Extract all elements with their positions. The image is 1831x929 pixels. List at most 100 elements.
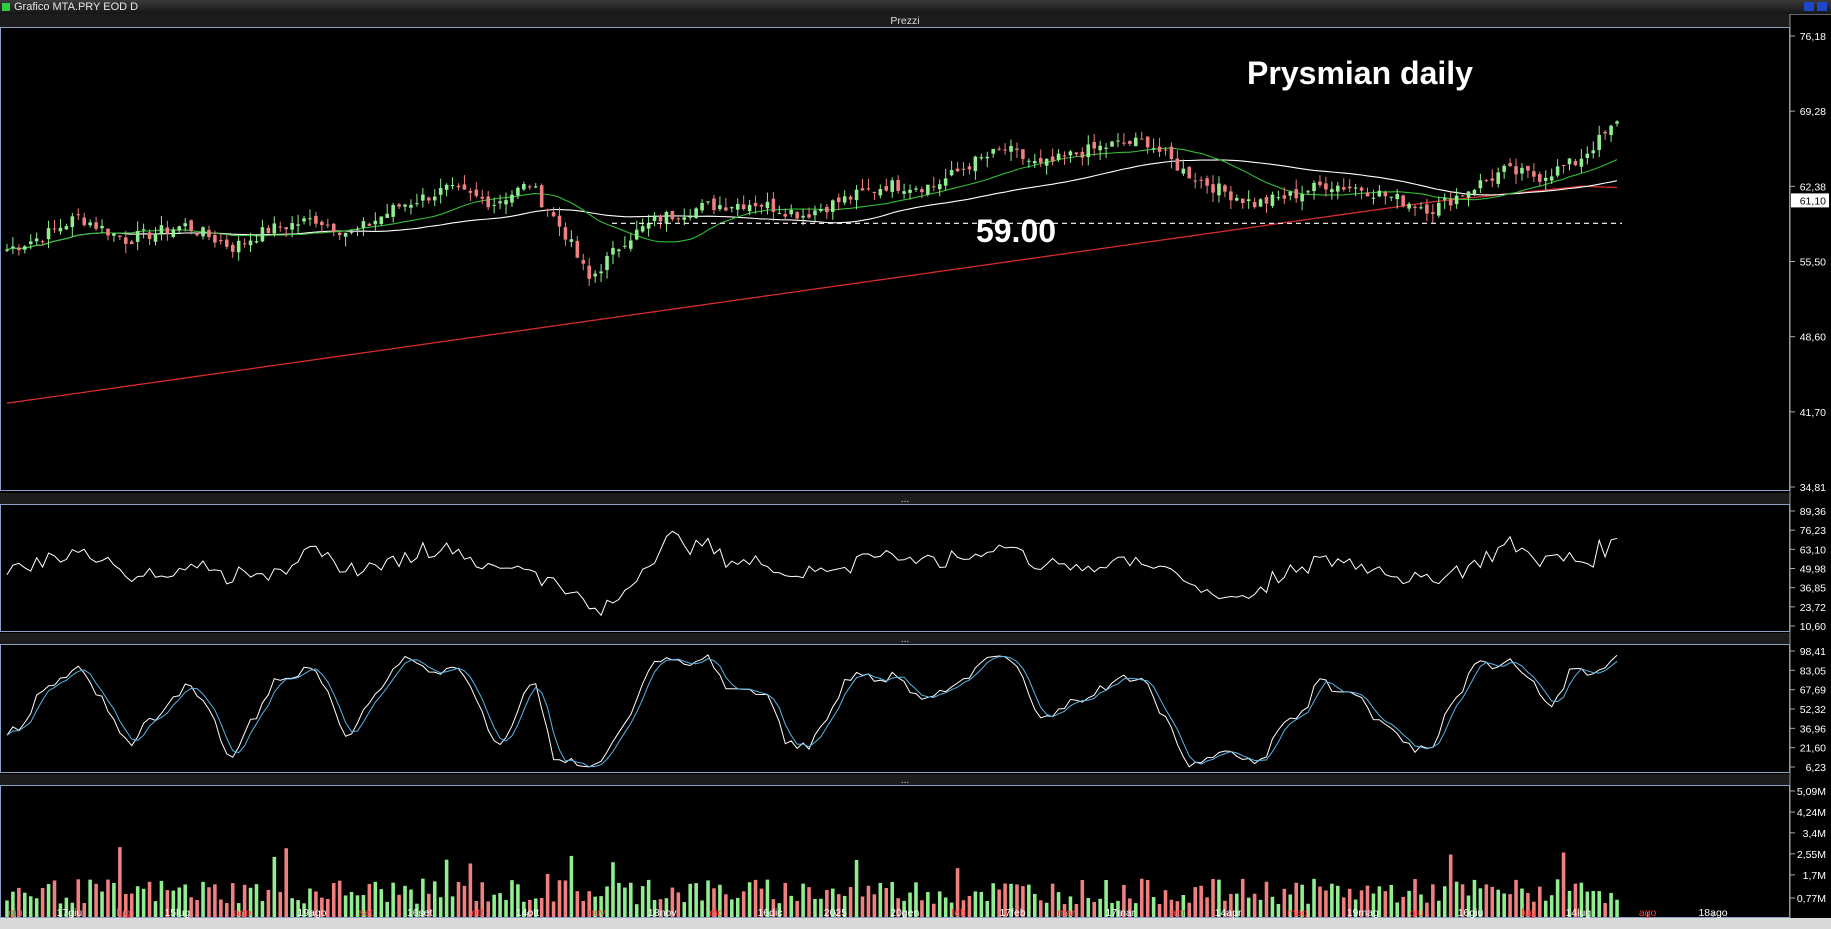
volume-bar: [652, 900, 657, 917]
volume-bar: [70, 902, 75, 917]
candle-body: [147, 232, 152, 239]
candle-body: [1027, 160, 1031, 162]
candle-body: [920, 189, 924, 193]
sma-short-line: [6, 147, 1618, 251]
volume-bar: [1484, 884, 1489, 917]
candle-body: [456, 185, 461, 188]
volume-bar: [908, 892, 912, 917]
x-tick-label: apr: [1170, 907, 1186, 918]
candle-body: [658, 215, 663, 222]
candle-body: [866, 188, 871, 190]
candle-body: [23, 246, 27, 250]
candle-body: [1496, 172, 1500, 184]
volume-bar: [331, 883, 336, 917]
volume-bar: [403, 885, 407, 917]
volume-bar: [480, 882, 485, 917]
candle-body: [52, 228, 57, 230]
candle-body: [1472, 189, 1477, 194]
status-strip: [0, 918, 1831, 929]
candle-body: [926, 184, 930, 195]
volume-bar: [575, 891, 580, 917]
x-tick-label: giu: [1410, 907, 1424, 918]
volume-bar: [1294, 882, 1298, 917]
candle-body: [100, 225, 104, 229]
volume-bar: [955, 868, 960, 917]
close-icon[interactable]: [1817, 2, 1827, 11]
candle-body: [1122, 142, 1126, 144]
volume-bar: [682, 902, 687, 917]
volume-bar: [438, 897, 443, 917]
volume-bar: [753, 879, 758, 917]
volume-bar: [747, 882, 752, 917]
y-tick-label: 21,60: [1800, 743, 1826, 755]
volume-bar: [884, 888, 889, 917]
volume-bar: [82, 903, 86, 917]
candle-body: [777, 212, 782, 214]
volume-bar: [385, 901, 389, 917]
volume-bar: [872, 894, 877, 917]
price-moving-averages: [6, 147, 1618, 404]
candle-body: [468, 190, 473, 193]
volume-bar: [409, 889, 413, 917]
candle-body: [831, 200, 835, 213]
volume-bar: [1092, 901, 1096, 917]
candle-body: [118, 235, 122, 237]
volume-bar: [1027, 884, 1031, 917]
rsi-line: [6, 530, 1618, 617]
y-tick-label: 36,96: [1800, 723, 1826, 735]
candle-body: [1139, 138, 1144, 140]
candle-body: [82, 217, 86, 226]
volume-bar: [177, 887, 182, 917]
y-tick-label: 34,81: [1800, 482, 1826, 494]
candle-body: [1538, 174, 1542, 182]
candle-body: [486, 196, 490, 208]
volume-bar: [1009, 883, 1013, 917]
minimize-icon[interactable]: [1804, 2, 1814, 11]
y-tick-label: 23,72: [1800, 602, 1826, 614]
candle-body: [1276, 197, 1281, 199]
candle-body: [1300, 194, 1304, 202]
volume-bar: [296, 900, 300, 917]
candle-body: [1062, 155, 1067, 157]
candle-body: [1543, 177, 1548, 181]
volume-bar: [1318, 886, 1322, 917]
candle-body: [908, 189, 912, 193]
volume-bar: [1353, 899, 1358, 917]
window-buttons[interactable]: [1801, 2, 1827, 14]
volume-bar: [456, 881, 461, 917]
volume-bar: [1591, 891, 1596, 917]
candle-body: [236, 240, 241, 253]
candle-body: [1086, 144, 1091, 158]
volume-bar: [563, 880, 568, 917]
app-icon: [2, 3, 10, 11]
volume-bar: [290, 898, 294, 917]
candle-body: [1561, 164, 1566, 166]
window-title: Grafico MTA.PRY EOD D: [14, 1, 139, 13]
x-tick-label: 18nov: [648, 907, 677, 918]
sma-long-line: [6, 185, 1618, 404]
candle-body: [343, 232, 348, 237]
candle-body: [1229, 191, 1233, 201]
candle-body: [676, 218, 681, 220]
candle-body: [932, 186, 936, 188]
y-tick-label: 10,60: [1800, 621, 1826, 633]
candle-body: [58, 227, 63, 232]
volume-bar: [623, 887, 627, 917]
volume-bar: [1567, 890, 1572, 917]
volume-bar: [1312, 878, 1316, 917]
candle-body: [361, 221, 366, 228]
y-tick-label: 6,23: [1806, 762, 1827, 774]
volume-bar: [688, 883, 692, 917]
volume-bar: [1347, 888, 1352, 917]
candle-body: [474, 189, 479, 196]
candle-body: [1033, 161, 1037, 164]
candle-body: [1579, 158, 1584, 167]
x-axis-labels: giu 17giu lug 15lug ago 19ago set 16set ott 14ott…: [9, 907, 1728, 918]
candle-body: [991, 148, 995, 154]
candle-body: [1074, 152, 1079, 155]
volume-bar: [700, 900, 704, 917]
volume-bar: [260, 901, 265, 917]
y-tick-label: 48,60: [1800, 332, 1826, 344]
candle-body: [1347, 186, 1352, 189]
candle-body: [1555, 166, 1560, 176]
